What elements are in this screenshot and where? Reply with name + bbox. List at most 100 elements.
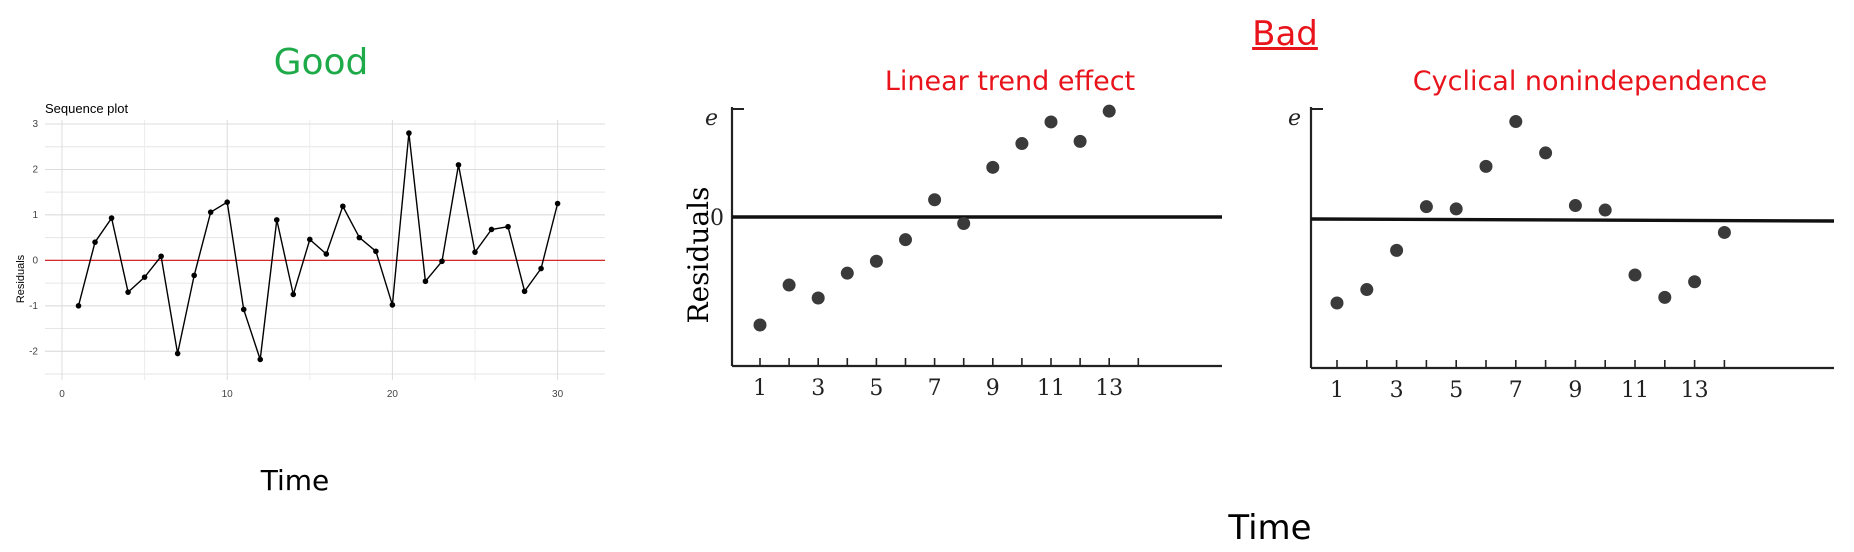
data-point [273,217,280,223]
data-point [224,199,230,205]
data-point [538,265,544,272]
x-tick-label: 11 [1037,376,1065,401]
good-time-label: Time [260,464,330,497]
data-point [1568,199,1582,213]
data-point [373,248,379,255]
data-point [1419,200,1433,214]
data-point [1479,159,1493,173]
data-point [406,130,412,136]
data-point [472,249,478,255]
sequence-plot-title: Sequence plot [45,101,129,116]
good-heading: Good [273,42,369,83]
linear-trend-ylabel: Residuals [682,187,715,324]
linear-trend-axes [730,107,1222,368]
data-point [125,289,131,295]
data-point [455,162,462,168]
x-tick-label: 13 [1681,378,1709,403]
data-point [1688,275,1702,289]
sequence-plot-grid [45,120,605,380]
x-tick-label: 20 [387,389,399,400]
data-point [389,302,396,308]
x-tick-label: 7 [928,376,942,401]
data-point [899,233,912,247]
x-tick-label: 3 [1390,378,1404,403]
cyclical-axes [1309,107,1835,370]
data-point [307,236,313,243]
data-point [174,350,181,357]
data-point [356,234,363,241]
data-point [75,303,82,309]
y-tick-label: 0 [32,255,38,266]
data-point [554,200,561,207]
data-point [1658,290,1672,304]
x-tick-label: 30 [552,389,564,400]
data-point [505,223,511,230]
cyclical-ticks: 1 3 5 7 9 11 13 [1330,378,1709,403]
data-point [1360,283,1374,297]
zero-line [1310,217,1835,223]
data-point [108,215,115,221]
sequence-plot-series [45,130,605,363]
sequence-plot-chart: Sequence plot Residuals 0 10 20 30 -2 -1 0 1 2 3 [15,101,605,400]
data-point [1330,296,1344,310]
x-tick-label: 1 [1330,378,1344,403]
data-point [439,258,445,265]
data-point [1598,203,1612,217]
linear-trend-points [753,104,1116,332]
sequence-plot-ylabel: Residuals [15,254,27,303]
x-tick-label: 11 [1621,378,1649,403]
x-tick-label: 10 [222,389,234,400]
data-point [521,288,528,295]
y-tick-label: -1 [29,301,38,312]
residual-series-line [77,133,559,360]
linear-trend-e-symbol: e [705,106,718,131]
x-tick-label: 3 [811,376,825,401]
data-point [422,278,429,285]
data-point [1628,268,1642,282]
x-tick-label: 9 [986,376,1000,401]
x-tick-label: 9 [1568,378,1582,403]
data-point [811,291,825,305]
data-point [1509,115,1523,129]
data-point [323,251,330,257]
cyclical-points [1330,115,1731,310]
y-tick-label: 2 [32,164,38,175]
x-tick-label: 5 [1449,378,1463,403]
data-point [957,216,971,230]
data-point [158,253,164,260]
data-point [1044,115,1058,129]
data-point [207,209,214,215]
data-point [340,203,346,210]
y-tick-label: -2 [29,346,38,357]
data-point [1390,243,1404,257]
data-point [92,239,98,245]
cyclical-chart: e 1 3 5 7 9 11 13 [1288,106,1835,403]
linear-trend-heading: Linear trend effect [884,66,1136,97]
zero-tick-label: 0 [710,206,724,231]
data-point [840,266,854,280]
data-point [257,356,264,363]
data-point [191,272,197,279]
data-point [1073,134,1087,148]
data-point [240,306,247,313]
linear-trend-chart: Residuals e 01 3 5 7 9 11 13 [682,104,1222,401]
data-point [1102,104,1116,118]
data-point [782,278,796,292]
y-tick-label: 1 [32,210,38,221]
data-point [986,160,1000,174]
data-point [1449,202,1463,216]
x-tick-label: 0 [59,389,65,400]
data-point [753,318,767,332]
data-point [1717,225,1731,239]
data-point [141,274,148,280]
sequence-plot-ticks: 0 10 20 30 -2 -1 0 1 2 3 [29,119,564,400]
x-tick-label: 7 [1509,378,1523,403]
data-point [1015,137,1029,151]
data-point [928,193,942,207]
data-point [1539,146,1553,160]
data-point [869,254,883,268]
linear-trend-ticks: 01 3 5 7 9 11 13 [710,206,1123,401]
bad-heading: Bad [1252,14,1318,54]
data-point [488,226,495,233]
y-tick-label: 3 [32,119,38,130]
